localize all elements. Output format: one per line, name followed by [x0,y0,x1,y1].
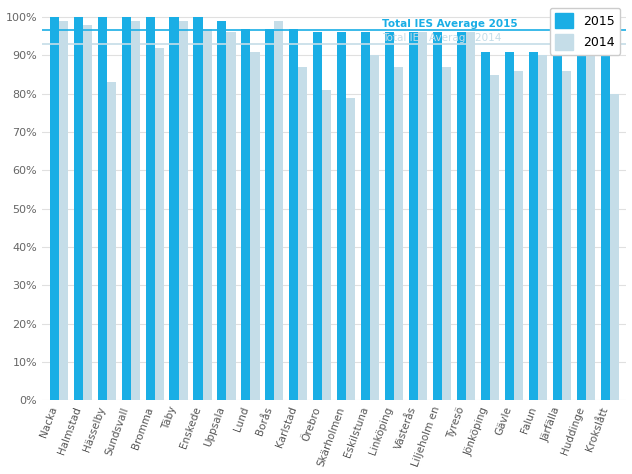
Bar [586,55,595,401]
Bar [226,32,236,401]
Bar [217,21,226,401]
Bar [241,28,250,401]
Bar [298,67,307,401]
Bar [265,28,274,401]
Bar [322,90,331,401]
Bar [514,71,523,401]
Bar [97,17,107,401]
Bar [505,52,514,401]
Bar [121,17,131,401]
Bar [562,71,571,401]
Bar [289,28,298,401]
Bar [481,52,490,401]
Bar [250,52,260,401]
Bar [274,21,284,401]
Bar [538,55,547,401]
Bar [74,17,83,401]
Bar [433,32,442,401]
Bar [457,32,466,401]
Bar [418,32,427,401]
Bar [442,67,451,401]
Bar [529,52,538,401]
Bar [131,21,140,401]
Bar [337,32,346,401]
Bar [50,17,59,401]
Bar [313,32,322,401]
Bar [169,17,179,401]
Bar [600,55,610,401]
Bar [552,52,562,401]
Bar [59,21,68,401]
Text: Total IES Average 2015: Total IES Average 2015 [382,18,518,28]
Bar [202,28,212,401]
Bar [107,82,116,401]
Bar [179,21,188,401]
Bar [346,98,355,401]
Bar [370,55,379,401]
Bar [193,17,202,401]
Bar [576,32,586,401]
Bar [385,32,394,401]
Bar [394,67,403,401]
Text: Total IES Average 2014: Total IES Average 2014 [382,33,502,43]
Bar [83,25,92,401]
Bar [610,94,619,401]
Legend: 2015, 2014: 2015, 2014 [550,8,620,55]
Bar [145,17,155,401]
Bar [409,32,418,401]
Bar [466,32,475,401]
Bar [155,48,164,401]
Bar [361,32,370,401]
Bar [490,74,499,401]
